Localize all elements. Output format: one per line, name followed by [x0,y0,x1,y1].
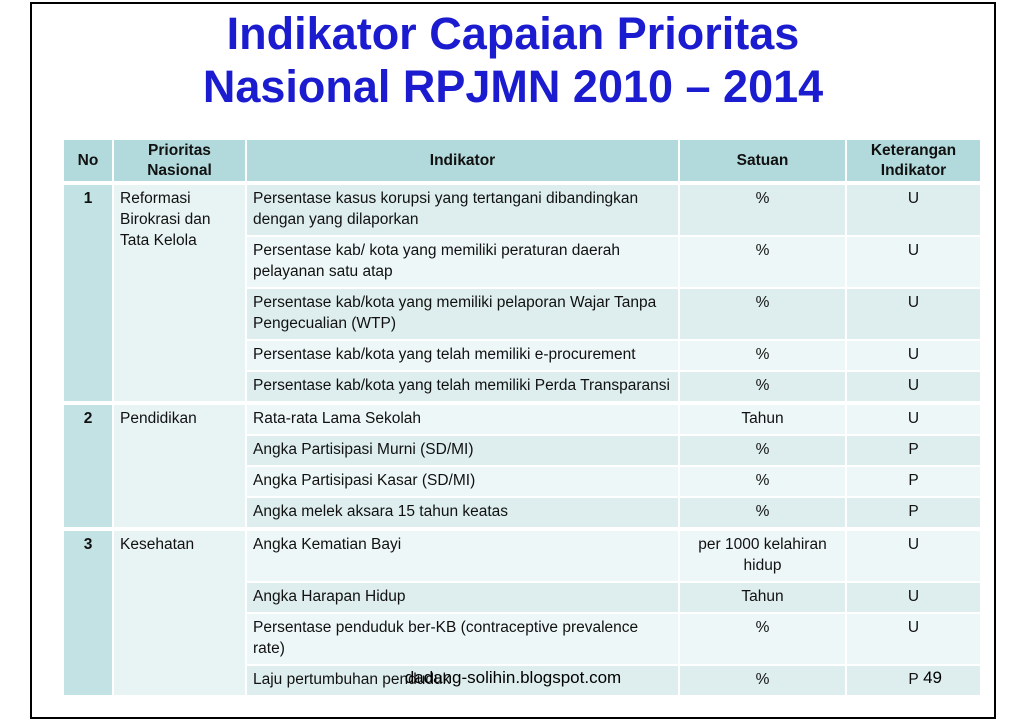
group-priority: Reformasi Birokrasi dan Tata Kelola [112,182,247,404]
group-number: 3 [62,528,114,697]
unit-cell: % [678,182,847,237]
slide-title-line2: Nasional RPJMN 2010 – 2014 [202,61,824,113]
slide-title: Indikator Capaian Prioritas Nasional RPJ… [32,7,994,113]
table-row: Persentase penduduk ber-KB (contraceptiv… [63,612,982,666]
note-cell: U [845,581,982,614]
group-priority: Kesehatan [112,528,247,697]
header-prioritas-nasional: Prioritas Nasional [112,138,247,184]
indicator-table: No Prioritas Nasional Indikator Satuan K… [62,138,982,697]
header-no: No [62,138,114,184]
header-keterangan-indikator: Keterangan Indikator [845,138,982,184]
note-cell: P [845,496,982,530]
indicator-table-container: No Prioritas Nasional Indikator Satuan K… [62,138,982,697]
table-row: Persentase kab/ kota yang memiliki perat… [63,235,982,289]
note-cell: U [845,287,982,341]
indicator-cell: Persentase penduduk ber-KB (contraceptiv… [245,612,680,666]
header-satuan: Satuan [678,138,847,184]
table-row: Laju pertumbuhan penduduk % P [63,664,982,697]
indicator-cell: Angka Kematian Bayi [245,528,680,583]
note-cell: U [845,182,982,237]
unit-cell: % [678,235,847,289]
group-priority: Pendidikan [112,402,247,530]
footer-url: dadang-solihin.blogspot.com [404,668,622,687]
unit-cell: % [678,287,847,341]
table-row: 1 Reformasi Birokrasi dan Tata Kelola Pe… [62,182,982,404]
group-number: 1 [62,182,114,404]
note-cell: P [845,664,982,697]
note-cell: U [845,235,982,289]
table-row: Angka Harapan Hidup Tahun U [63,581,982,614]
slide-canvas: Indikator Capaian Prioritas Nasional RPJ… [30,2,996,719]
table-header: No Prioritas Nasional Indikator Satuan K… [62,138,982,184]
indicator-cell: Angka Partisipasi Murni (SD/MI) [245,434,680,467]
unit-cell: Tahun [678,402,847,436]
unit-cell: % [678,370,847,404]
indicator-cell: Persentase kab/ kota yang memiliki perat… [245,235,680,289]
group-number: 2 [62,402,114,530]
note-cell: U [845,528,982,583]
indicator-cell: Persentase kab/kota yang telah memiliki … [245,370,680,404]
table-row: Angka Partisipasi Kasar (SD/MI) % P [63,465,982,498]
indicator-cell: Angka melek aksara 15 tahun keatas [245,496,680,530]
unit-cell: % [678,496,847,530]
table-row: Persentase kab/kota yang telah memiliki … [63,370,982,404]
indicator-cell: Angka Harapan Hidup [245,581,680,614]
page-number: 49 [923,668,942,687]
unit-cell: % [678,664,847,697]
table-row: Angka Partisipasi Murni (SD/MI) % P [63,434,982,467]
unit-cell: % [678,612,847,666]
note-cell: P [845,434,982,467]
slide-title-line1: Indikator Capaian Prioritas [226,8,800,59]
unit-cell: % [678,465,847,498]
unit-cell: % [678,434,847,467]
unit-cell: per 1000 kelahiran hidup [678,528,847,583]
table-row: Persentase kab/kota yang telah memiliki … [63,339,982,372]
indicator-cell: Rata-rata Lama Sekolah [245,402,680,436]
unit-cell: % [678,339,847,372]
note-cell: U [845,370,982,404]
table-row: 2 Pendidikan Rata-rata Lama Sekolah Tahu… [62,402,982,530]
table-group-reformasi: 1 Reformasi Birokrasi dan Tata Kelola Pe… [62,182,982,404]
note-cell: P [845,465,982,498]
table-group-pendidikan: 2 Pendidikan Rata-rata Lama Sekolah Tahu… [62,402,982,530]
table-row: Angka melek aksara 15 tahun keatas % P [63,496,982,530]
indicator-cell: Persentase kasus korupsi yang tertangani… [245,182,680,237]
header-indikator: Indikator [245,138,680,184]
note-cell: U [845,612,982,666]
indicator-cell: Angka Partisipasi Kasar (SD/MI) [245,465,680,498]
table-header-row: No Prioritas Nasional Indikator Satuan K… [62,138,982,184]
indicator-cell: Laju pertumbuhan penduduk [245,664,680,697]
note-cell: U [845,402,982,436]
indicator-cell: Persentase kab/kota yang memiliki pelapo… [245,287,680,341]
unit-cell: Tahun [678,581,847,614]
table-row: 3 Kesehatan Angka Kematian Bayi per 1000… [62,528,982,697]
indicator-cell: Persentase kab/kota yang telah memiliki … [245,339,680,372]
table-row: Persentase kab/kota yang memiliki pelapo… [63,287,982,341]
note-cell: U [845,339,982,372]
table-group-kesehatan: 3 Kesehatan Angka Kematian Bayi per 1000… [62,528,982,697]
